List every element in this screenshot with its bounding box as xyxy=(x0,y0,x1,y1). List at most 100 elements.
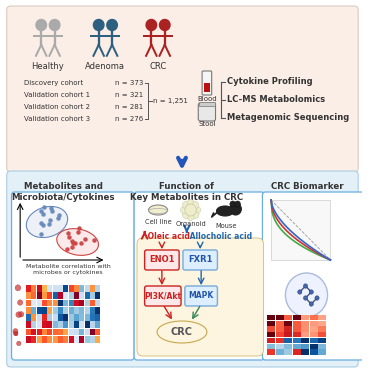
Bar xyxy=(267,344,275,349)
FancyBboxPatch shape xyxy=(185,286,218,306)
Bar xyxy=(42,292,47,299)
Bar xyxy=(31,336,36,343)
Text: Validation cohort 1: Validation cohort 1 xyxy=(24,92,90,98)
Bar xyxy=(95,336,100,343)
FancyBboxPatch shape xyxy=(7,171,358,367)
Bar xyxy=(276,315,284,320)
Bar xyxy=(58,285,63,292)
Bar xyxy=(69,307,74,314)
Text: CRC: CRC xyxy=(149,62,166,71)
Text: Mouse: Mouse xyxy=(215,223,237,229)
FancyBboxPatch shape xyxy=(145,286,181,306)
Bar xyxy=(301,326,309,332)
Point xyxy=(40,211,46,217)
Bar xyxy=(74,328,79,335)
Point xyxy=(40,222,46,228)
Bar xyxy=(26,292,31,299)
Text: Blood: Blood xyxy=(197,96,217,102)
Point xyxy=(72,240,78,246)
Text: Discovery cohort: Discovery cohort xyxy=(24,80,83,86)
Bar xyxy=(69,300,74,306)
Bar xyxy=(31,307,36,314)
Bar xyxy=(310,349,318,355)
Point xyxy=(82,236,88,242)
Bar xyxy=(90,321,95,328)
Circle shape xyxy=(183,201,189,208)
Bar xyxy=(318,338,326,343)
Bar xyxy=(53,314,57,321)
Bar xyxy=(85,328,90,335)
Bar xyxy=(53,321,57,328)
Bar xyxy=(318,321,326,326)
Bar xyxy=(26,336,31,343)
Bar xyxy=(37,285,42,292)
Bar xyxy=(58,321,63,328)
Bar xyxy=(74,321,79,328)
Circle shape xyxy=(194,207,201,213)
Bar xyxy=(276,321,284,326)
Bar xyxy=(267,349,275,355)
Text: PI3K/Akt: PI3K/Akt xyxy=(144,291,182,300)
Point xyxy=(76,225,82,231)
Bar xyxy=(276,349,284,355)
FancyBboxPatch shape xyxy=(137,238,263,356)
Circle shape xyxy=(309,302,314,306)
Circle shape xyxy=(303,284,307,288)
Circle shape xyxy=(18,300,23,305)
Bar xyxy=(90,300,95,306)
Point xyxy=(69,238,75,244)
Bar xyxy=(90,292,95,299)
Ellipse shape xyxy=(26,206,68,238)
Bar xyxy=(90,307,95,314)
Text: Validation cohort 2: Validation cohort 2 xyxy=(24,104,90,110)
Bar xyxy=(47,285,52,292)
Bar xyxy=(292,338,301,343)
FancyBboxPatch shape xyxy=(145,250,179,270)
Point xyxy=(56,212,62,218)
Bar xyxy=(301,338,309,343)
Bar xyxy=(318,315,326,320)
FancyBboxPatch shape xyxy=(202,71,211,95)
Bar xyxy=(69,336,74,343)
Circle shape xyxy=(285,273,327,317)
Bar xyxy=(95,314,100,321)
Bar xyxy=(267,315,275,320)
Bar xyxy=(310,326,318,332)
Bar xyxy=(26,321,31,328)
Bar xyxy=(276,344,284,349)
Bar xyxy=(284,326,292,332)
Bar xyxy=(47,292,52,299)
Bar xyxy=(58,314,63,321)
Circle shape xyxy=(192,201,199,208)
Circle shape xyxy=(309,290,314,294)
Bar xyxy=(31,328,36,335)
FancyBboxPatch shape xyxy=(134,192,264,360)
Text: Metabolites and
Microbiota/Cytokines: Metabolites and Microbiota/Cytokines xyxy=(12,182,115,202)
Point xyxy=(78,240,84,246)
Text: FXR1: FXR1 xyxy=(188,255,213,264)
Bar xyxy=(63,285,68,292)
Circle shape xyxy=(107,20,117,30)
Point xyxy=(69,244,75,250)
Bar xyxy=(69,285,74,292)
Bar xyxy=(301,315,309,320)
Bar xyxy=(95,307,100,314)
Bar xyxy=(47,300,52,306)
Bar xyxy=(74,307,79,314)
Point xyxy=(38,208,44,214)
Bar xyxy=(37,336,42,343)
Bar xyxy=(63,300,68,306)
Ellipse shape xyxy=(157,321,207,343)
Text: n = 373: n = 373 xyxy=(115,80,143,86)
Bar xyxy=(26,314,31,321)
Bar xyxy=(58,336,63,343)
Bar xyxy=(90,328,95,335)
Bar xyxy=(74,285,79,292)
Bar xyxy=(301,332,309,338)
Ellipse shape xyxy=(57,229,99,255)
Bar xyxy=(284,321,292,326)
Bar xyxy=(79,314,84,321)
Bar xyxy=(47,321,52,328)
Circle shape xyxy=(180,207,187,213)
Bar xyxy=(79,328,84,335)
